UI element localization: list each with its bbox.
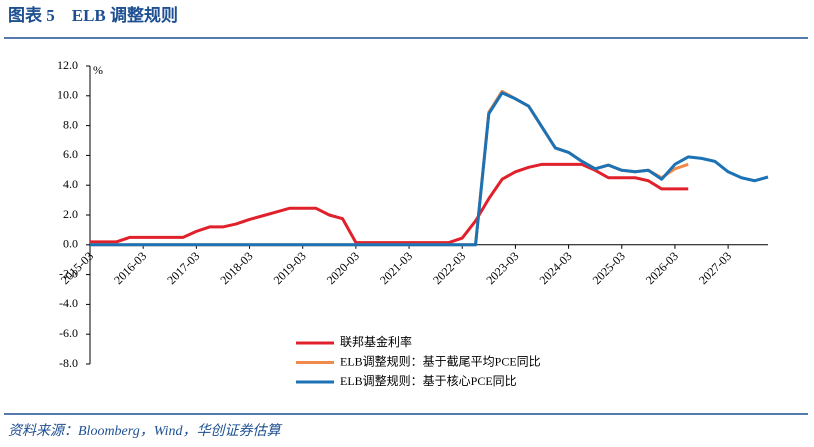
chart-title: 图表 5 ELB 调整规则 bbox=[8, 5, 178, 25]
x-tick-label: 2021-03 bbox=[377, 249, 415, 287]
y-tick-label: 0.0 bbox=[63, 237, 78, 251]
y-tick-label: 6.0 bbox=[63, 147, 78, 161]
x-tick-label: 2027-03 bbox=[696, 249, 734, 287]
legend-label: ELB调整规则：基于截尾平均PCE同比 bbox=[340, 353, 541, 368]
y-tick-label: -4.0 bbox=[59, 296, 78, 310]
x-tick-label: 2017-03 bbox=[164, 249, 202, 287]
x-tick-label: 2018-03 bbox=[217, 249, 255, 287]
y-tick-label: -8.0 bbox=[59, 356, 78, 370]
series-line bbox=[90, 162, 689, 245]
legend-label: ELB调整规则：基于核心PCE同比 bbox=[340, 373, 517, 388]
x-tick-label: 2025-03 bbox=[590, 249, 628, 287]
x-tick-label: 2016-03 bbox=[111, 249, 149, 287]
y-unit: % bbox=[93, 63, 103, 77]
y-tick-label: 2.0 bbox=[63, 207, 78, 221]
y-tick-label: 10.0 bbox=[57, 88, 78, 102]
x-tick-label: 2022-03 bbox=[430, 249, 468, 287]
y-tick-label: -6.0 bbox=[59, 326, 78, 340]
series-line bbox=[90, 91, 769, 247]
x-tick-label: 2019-03 bbox=[271, 249, 309, 287]
x-tick-label: 2023-03 bbox=[483, 249, 521, 287]
x-tick-label: 2024-03 bbox=[536, 249, 574, 287]
x-tick-label: 2020-03 bbox=[324, 249, 362, 287]
y-tick-label: 8.0 bbox=[63, 117, 78, 131]
y-tick-label: 12.0 bbox=[57, 58, 78, 72]
legend-label: 联邦基金利率 bbox=[340, 334, 412, 349]
y-tick-label: -2.0 bbox=[59, 266, 78, 280]
y-tick-label: 4.0 bbox=[63, 177, 78, 191]
x-tick-label: 2026-03 bbox=[643, 249, 681, 287]
source-note: 资料来源：Bloomberg，Wind，华创证券估算 bbox=[8, 423, 282, 439]
